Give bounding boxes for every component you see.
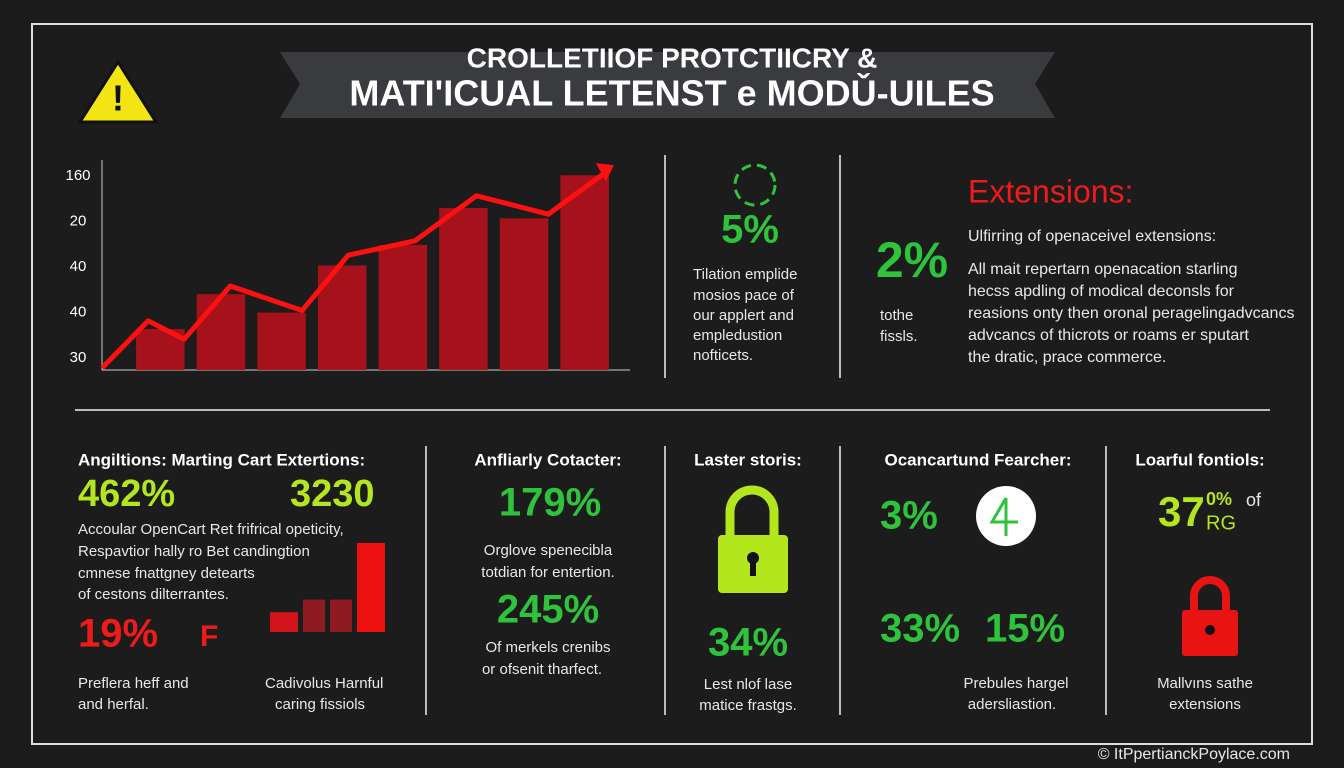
stat: 245% (497, 588, 599, 632)
stat: 179% (499, 481, 601, 525)
warning-icon (77, 59, 159, 124)
text: the dratic, prace commerce. (968, 349, 1166, 366)
text: Cadivolus Harnful (265, 675, 383, 692)
title-ribbon (280, 52, 1055, 118)
trend-line (100, 167, 612, 370)
stat: 34% (708, 621, 788, 665)
compass-icon (989, 497, 1018, 536)
text: mosios pace of (693, 287, 795, 304)
lock-icon (725, 485, 779, 535)
mini-bar (303, 599, 325, 632)
text: and herfal. (78, 696, 149, 713)
mini-bar (270, 612, 298, 632)
bar (560, 175, 609, 370)
y-axis-label: 40 (70, 258, 87, 275)
footer: © ItPpertianckPoylace.com (1098, 746, 1290, 763)
bar (439, 208, 488, 370)
text: caring fissiols (275, 696, 365, 713)
warning-mark: ! (112, 78, 124, 119)
text: or ofsenit tharfect. (482, 661, 602, 678)
bar (499, 218, 549, 370)
text: of (1246, 490, 1262, 510)
text: Of merkels crenibs (485, 639, 610, 656)
y-axis-label: 20 (70, 212, 87, 229)
stat: 0% (1206, 489, 1232, 509)
text: All mait repertarn openacation starling (968, 261, 1237, 278)
mini-bar (330, 599, 352, 632)
heading: Laster storis: (694, 450, 802, 469)
text: hecss apdling of modical deconsls for (968, 283, 1235, 300)
text: Mallvıns sathe (1157, 675, 1253, 692)
heading: Anfliarly Cotacter: (474, 450, 621, 469)
lock-icon (1205, 625, 1215, 635)
stat: 3% (880, 494, 938, 538)
stat: 2% (876, 232, 948, 288)
text: Respavtior hally ro Bet candingtion (78, 543, 310, 560)
stat: 37 (1158, 488, 1205, 535)
arrow-head (595, 163, 614, 182)
text: reasions onty then oronal peragelingadvc… (968, 305, 1294, 322)
text: Accoular OpenCart Ret frifrical opeticit… (78, 521, 344, 538)
stat: 5% (721, 208, 779, 252)
bar (257, 312, 306, 370)
text: cmnese fnattgney detearts (78, 565, 255, 582)
stat: 33% (880, 607, 960, 651)
y-axis-label: 30 (70, 349, 87, 366)
text: our applert and (693, 307, 794, 324)
subtitle: Ulfirring of openaceivel extensions: (968, 228, 1216, 245)
text: extensions (1169, 696, 1241, 713)
text: adersliastion. (968, 696, 1056, 713)
frame (31, 23, 1313, 745)
stat: F (200, 620, 218, 653)
y-axis-label: 160 (65, 167, 90, 184)
stat: 15% (985, 607, 1065, 651)
lock-icon (1190, 576, 1230, 612)
stat: 3230 (290, 473, 375, 515)
text: nofticets. (693, 347, 753, 364)
text: totdian for entertion. (481, 564, 614, 581)
text: Prebules hargel (963, 675, 1068, 692)
text: of cestons dilterrantes. (78, 586, 229, 603)
mini-bar (357, 542, 385, 632)
text: tothe (880, 307, 913, 324)
stat: 19% (78, 612, 158, 656)
lock-icon (750, 560, 756, 576)
heading: Extensions: (968, 173, 1133, 209)
text: Preflera heff and (78, 675, 189, 692)
text: advcancs of thicrots or roams er sputart (968, 327, 1250, 344)
text: Orglove spenecibla (484, 542, 613, 559)
title: CROLLETIIOF PROTCTIICRY & (467, 42, 878, 73)
text: empledustion (693, 327, 782, 344)
cycle-icon (733, 163, 777, 207)
title: MATI'ICUAL LETENST e MODǓ-UILES (349, 72, 994, 114)
heading: Loarful fontiols: (1135, 450, 1264, 469)
text: fissls. (880, 328, 918, 345)
text: Lest nlof lase (704, 676, 792, 693)
bar (378, 244, 428, 370)
heading: Angiltions: Marting Cart Extertions: (78, 450, 365, 469)
text: matice frastgs. (699, 697, 797, 714)
text: Tilation emplide (693, 266, 798, 283)
stat: RG (1206, 512, 1236, 534)
heading: Ocancartund Fearcher: (884, 450, 1071, 469)
stat: 462% (78, 473, 175, 515)
y-axis-label: 40 (70, 303, 87, 320)
bar (196, 294, 246, 370)
